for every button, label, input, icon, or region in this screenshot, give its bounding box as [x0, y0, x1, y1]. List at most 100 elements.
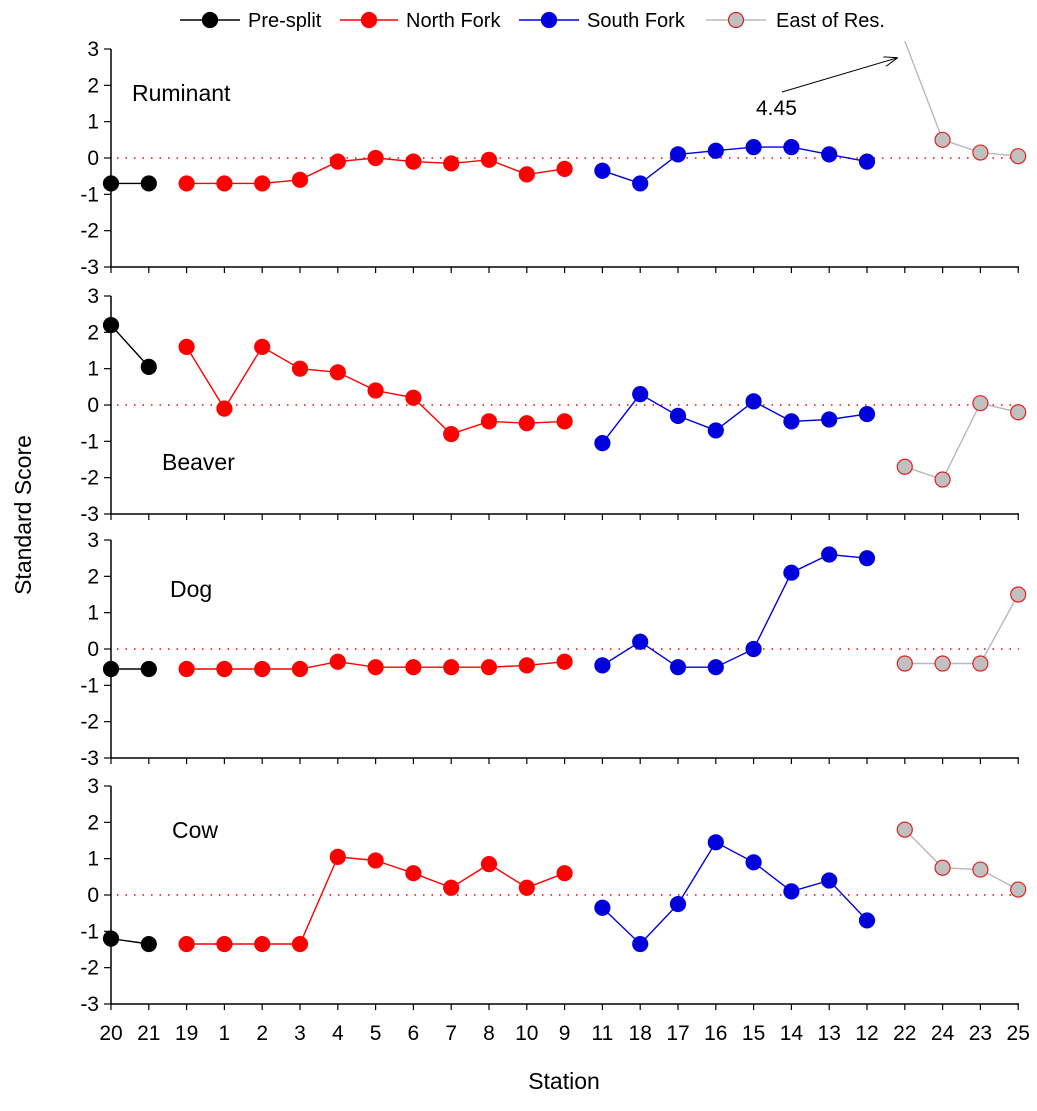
panel-label-dog: Dog: [170, 576, 212, 602]
data-point: [216, 400, 233, 417]
data-point: [254, 935, 271, 953]
y-tick-label: -3: [80, 256, 99, 279]
data-point: [594, 162, 611, 179]
y-tick-label: 3: [87, 529, 99, 552]
x-tick-label: 1: [219, 1022, 231, 1045]
x-tick-label: 12: [855, 1022, 878, 1045]
data-point: [216, 935, 233, 953]
x-tick-label: 25: [1007, 1022, 1030, 1045]
data-point: [821, 546, 838, 563]
x-tick-label: 24: [931, 1022, 955, 1045]
legend-label: South Fork: [587, 10, 686, 32]
data-point: [707, 659, 724, 676]
y-tick-label: 3: [87, 285, 99, 308]
data-point: [632, 386, 649, 403]
data-point: [443, 425, 460, 443]
y-tick-label: 0: [87, 147, 99, 170]
x-tick-label: 16: [704, 1022, 727, 1045]
series-line-pre-split: [110, 324, 150, 368]
data-point: [291, 935, 309, 953]
data-point: [178, 935, 195, 953]
data-point: [443, 155, 460, 172]
data-point: [669, 659, 687, 676]
data-point: [858, 912, 876, 929]
data-point: [518, 415, 535, 432]
data-point: [594, 657, 611, 674]
x-tick-label: 4: [332, 1022, 344, 1045]
data-point: [216, 660, 233, 678]
y-tick-label: 0: [87, 638, 99, 661]
data-point: [254, 660, 271, 678]
y-tick-label: -1: [80, 674, 99, 697]
data-point: [632, 175, 649, 192]
x-tick-label: 17: [666, 1022, 689, 1045]
data-point: [594, 435, 611, 452]
data-point: [783, 139, 800, 156]
x-tick-label: 9: [559, 1022, 571, 1045]
series-line-east-of-res-: [904, 40, 1019, 157]
data-point: [934, 655, 951, 672]
data-point: [405, 659, 422, 676]
y-tick-label: 1: [87, 111, 99, 134]
data-point: [1010, 404, 1027, 421]
series-line-south-fork: [602, 553, 868, 668]
legend-entry-pre-split: Pre-split: [180, 10, 322, 32]
series-line-east-of-res-: [904, 829, 1019, 891]
data-point: [216, 175, 233, 192]
data-point: [632, 935, 649, 953]
legend-marker: [201, 11, 219, 29]
data-point: [745, 393, 762, 410]
data-point: [140, 175, 157, 192]
legend-label: North Fork: [406, 10, 501, 32]
data-point: [480, 151, 498, 168]
panel-cow: 3 2 1 0 -1 -2 -3 Cow: [80, 775, 1027, 1016]
data-point: [178, 660, 195, 678]
data-point: [443, 879, 460, 896]
x-tick-label: 22: [893, 1022, 916, 1045]
data-point: [367, 382, 384, 399]
data-point: [140, 935, 157, 953]
data-point: [972, 144, 989, 161]
data-point: [102, 930, 120, 947]
data-point: [934, 471, 951, 488]
y-tick-label: -3: [80, 747, 99, 770]
y-tick-label: -2: [80, 711, 99, 734]
y-tick-label: 0: [87, 394, 99, 417]
x-tick-label: 14: [780, 1022, 804, 1045]
data-point: [972, 655, 989, 672]
x-tick-label: 19: [175, 1022, 198, 1045]
y-tick-label: -2: [80, 957, 99, 980]
data-point: [443, 659, 460, 676]
data-point: [556, 160, 573, 177]
data-point: [934, 859, 951, 876]
data-point: [518, 879, 535, 896]
data-point: [745, 139, 762, 156]
data-point: [669, 146, 687, 163]
y-tick-label: -2: [80, 467, 99, 490]
panel-ruminant: 3 2 1 0 -1 -2 -3 Ruminant 4.45: [80, 38, 1027, 279]
legend-marker: [360, 11, 378, 29]
data-point: [556, 413, 573, 430]
data-point: [821, 411, 838, 428]
data-point: [858, 550, 876, 567]
x-axis: 20 21 19 1 2 3 4 5 6 7 8 10 9 11 18 17 16 15 14 13 12 22 24 23 2…: [99, 1022, 1030, 1045]
data-point: [896, 655, 913, 672]
panels: 3 2 1 0 -1 -2 -3 Ruminant 4.45 3 2 1 0 -1 -2 -3 Beaver 3 2…: [80, 38, 1027, 1016]
data-point: [140, 358, 157, 375]
x-tick-label: 15: [742, 1022, 765, 1045]
y-tick-label: -3: [80, 503, 99, 526]
data-point: [329, 653, 346, 670]
data-point: [405, 389, 422, 406]
data-point: [707, 142, 724, 159]
x-tick-label: 7: [445, 1022, 457, 1045]
data-point: [821, 872, 838, 889]
x-tick-label: 23: [969, 1022, 992, 1045]
series-line-north-fork: [186, 856, 565, 945]
data-point: [102, 660, 120, 678]
data-point: [291, 171, 309, 188]
series-line-south-fork: [601, 841, 868, 945]
y-tick-label: 2: [87, 321, 99, 344]
x-tick-label: 10: [515, 1022, 538, 1045]
data-point: [291, 660, 309, 678]
data-point: [972, 395, 989, 412]
